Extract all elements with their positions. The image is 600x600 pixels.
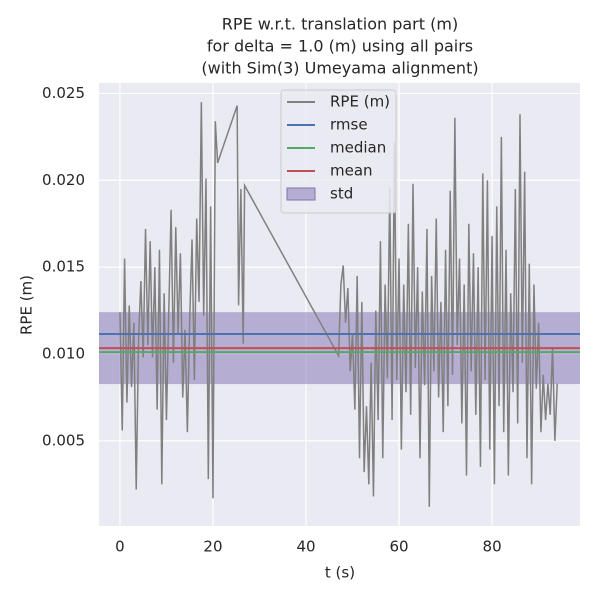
legend-swatch — [286, 187, 316, 201]
x-tick-label: 20 — [203, 538, 222, 556]
legend-label: median — [330, 139, 386, 157]
legend-label: std — [330, 185, 353, 203]
x-tick-label: 40 — [296, 538, 315, 556]
legend-box — [280, 89, 397, 214]
y-tick-label: 0.015 — [42, 258, 85, 276]
y-tick-label: 0.020 — [42, 171, 85, 189]
legend-label: RPE (m) — [330, 93, 390, 111]
chart-title: RPE w.r.t. translation part (m) — [222, 15, 458, 34]
legend-label: mean — [330, 162, 373, 180]
y-tick-label: 0.025 — [42, 84, 85, 102]
chart-title: for delta = 1.0 (m) using all pairs — [207, 37, 473, 56]
y-tick-label: 0.005 — [42, 431, 85, 449]
chart-title: (with Sim(3) Umeyama alignment) — [201, 59, 478, 78]
x-tick-label: 0 — [115, 538, 125, 556]
x-tick-label: 60 — [389, 538, 408, 556]
rpe-line — [119, 102, 558, 507]
y-tick-label: 0.010 — [42, 345, 85, 363]
x-tick-label: 80 — [483, 538, 502, 556]
legend-label: rmse — [330, 116, 368, 134]
x-axis-label: t (s) — [325, 564, 355, 582]
y-axis-label: RPE (m) — [18, 275, 36, 335]
